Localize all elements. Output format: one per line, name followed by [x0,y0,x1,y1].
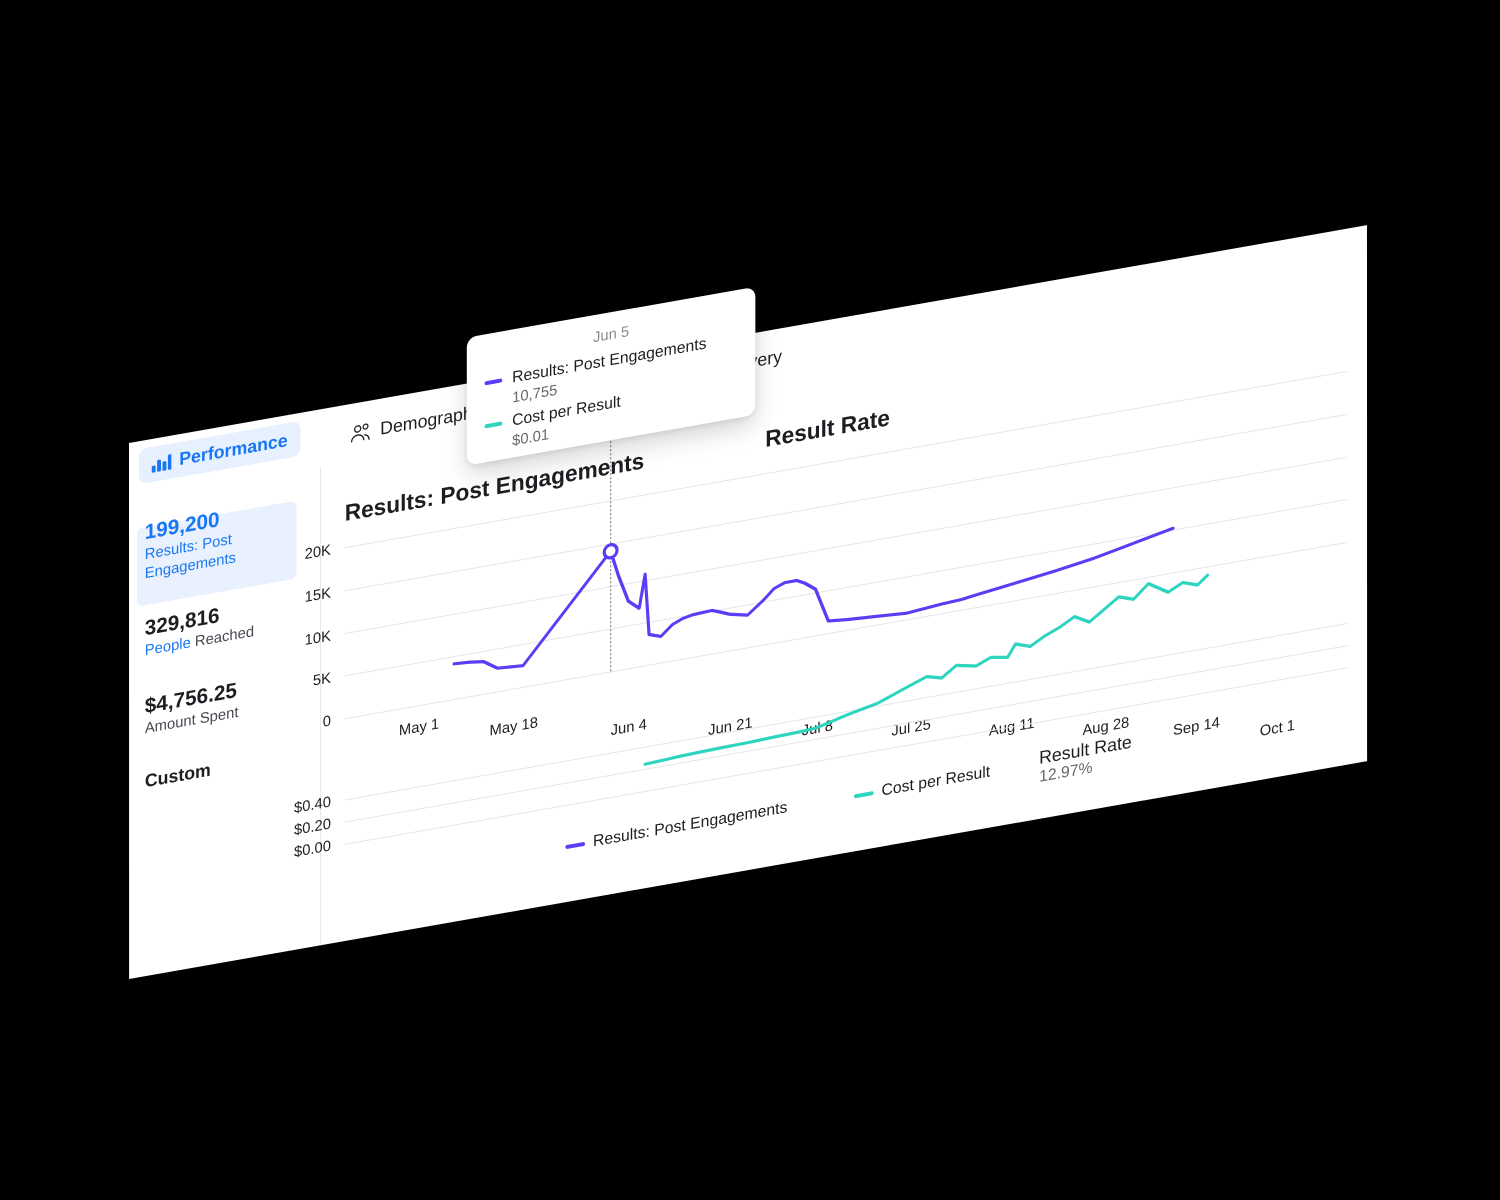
svg-text:$0.40: $0.40 [294,793,331,817]
svg-text:May 18: May 18 [490,714,538,740]
svg-text:20K: 20K [305,541,331,563]
svg-text:5K: 5K [313,669,331,689]
svg-text:$0.00: $0.00 [294,837,331,861]
svg-text:May 1: May 1 [399,715,439,739]
svg-text:Oct 1: Oct 1 [1260,717,1295,740]
svg-text:Sep 14: Sep 14 [1173,714,1220,739]
svg-text:Jul 25: Jul 25 [891,716,930,740]
svg-text:Jun 21: Jun 21 [708,714,752,739]
svg-text:10K: 10K [305,627,331,649]
svg-text:Jun 4: Jun 4 [611,716,647,739]
svg-text:0: 0 [323,712,331,730]
svg-text:15K: 15K [305,584,331,606]
svg-text:$0.20: $0.20 [294,815,331,839]
